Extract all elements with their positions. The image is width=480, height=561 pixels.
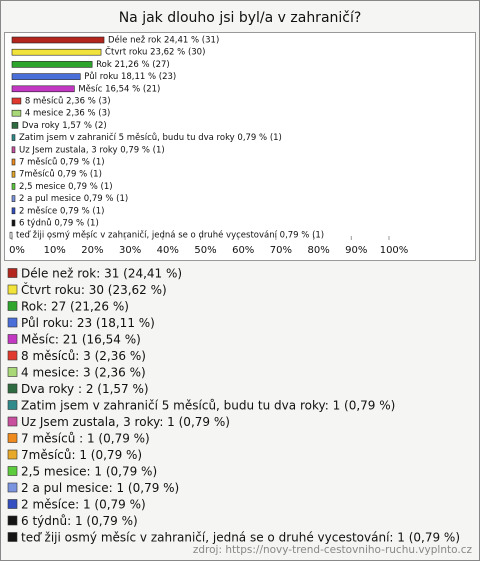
bar-label: 7 měsíců 0,79 % (1) [19,157,105,168]
bar-label: Dva roky 1,57 % (2) [22,121,107,131]
legend-swatch [7,334,18,344]
legend-swatch [7,383,18,394]
bar [11,97,22,105]
bar [11,134,16,141]
legend-swatch [7,400,18,410]
x-tick-label: 10% [44,245,66,256]
x-tick-label: 20% [81,245,103,256]
bar-label: 2 a pul mesice 0,79 % (1) [19,194,128,204]
x-tick-label: 70% [270,245,292,256]
bar [11,73,81,80]
bar-label: Rok 21,26 % (27) [96,60,170,70]
legend-swatch [7,350,18,361]
legend-label: Dva roky : 2 (1,57 %) [21,382,149,396]
bar [11,36,105,44]
bar-stub [9,231,13,239]
bar-label: 6 týdnů 0,79 % (1) [19,218,99,229]
bar-label: 2,5 mesice 0,79 % (1) [19,182,113,192]
bar-label: 2 měsíce 0,79 % (1) [19,206,104,216]
legend-swatch [7,284,18,295]
x-tick-label: 60% [232,245,254,256]
legend-label: 7 měsíců : 1 (0,79 %) [21,432,150,446]
legend-swatch [7,482,18,493]
legend-label: Půl roku: 23 (18,11 %) [21,316,155,330]
bar-label: Půl roku 18,11 % (23) [84,71,176,82]
x-tick-label: 90% [345,245,367,256]
bar-label: Uz Jsem zustala, 3 roky 0,79 % (1) [19,145,165,155]
x-tick-label: 30% [119,245,141,256]
bar [11,146,16,154]
legend-swatch [7,466,18,476]
legend-swatch [7,367,18,377]
legend-swatch [7,532,18,542]
chart-title: Na jak dlouho jsi byl/a v zahraničí? [119,10,362,26]
bar-label: Déle než rok 24,41 % (31) [108,35,219,46]
legend-swatch [7,515,18,526]
legend-label: teď žiji osmý měsíc v zahraničí, jedná s… [21,531,460,545]
legend-swatch [7,416,18,427]
x-tick-label: 40% [157,245,179,256]
legend-swatch [7,449,18,460]
legend-label: 2 a pul mesice: 1 (0,79 %) [21,481,179,495]
source: zdroj: https://novy-trend-cestovniho-ruc… [193,544,473,556]
bar-label: 8 měsíců 2,36 % (3) [25,96,111,107]
bar [11,158,16,166]
legend-label: Čtvrt roku: 30 (23,62 %) [21,282,167,297]
bar [11,85,75,93]
bar-label: 7měsíců 0,79 % (1) [19,169,102,180]
legend-swatch [7,499,18,509]
bar [11,219,16,227]
x-tick-label: 80% [307,245,329,256]
bar [11,61,93,68]
legend-swatch [7,317,18,328]
bar-label: teď žiji osmý měsíc v zahraničí, jedná s… [16,230,324,241]
legend-label: 7měsíců: 1 (0,79 %) [21,448,142,462]
legend-label: 2,5 mesice: 1 (0,79 %) [21,465,157,479]
bar [11,195,16,202]
legend-label: 6 týdnů: 1 (0,79 %) [21,514,138,528]
bar-label: Čtvrt roku 23,62 % (30) [105,46,205,58]
bar-label: Měsíc 16,54 % (21) [78,84,160,94]
bar [11,122,19,129]
legend-swatch [7,433,18,443]
x-tick-label: 0% [9,245,25,256]
legend-label: Déle než rok: 31 (24,41 %) [21,267,182,281]
bar [11,170,16,178]
legend-label: Uz Jsem zustala, 3 roky: 1 (0,79 %) [21,415,230,429]
bar [11,183,16,190]
legend-swatch [7,268,18,278]
legend-label: 8 měsíců: 3 (2,36 %) [21,349,146,363]
x-tick-label: 100% [380,245,409,256]
legend-swatch [7,301,18,311]
legend-label: Zatim jsem v zahraničí 5 měsíců, budu tu… [21,399,395,413]
bar-label: 4 mesice 2,36 % (3) [25,109,110,119]
bar [11,207,16,215]
legend-label: 4 mesice: 3 (2,36 %) [21,366,146,380]
plot-frame [4,32,476,261]
bar [11,109,22,117]
legend-label: Měsíc: 21 (16,54 %) [21,333,141,347]
legend-label: 2 měsíce: 1 (0,79 %) [21,498,146,512]
x-tick-label: 50% [194,245,216,256]
bar [11,48,102,56]
legend-label: Rok: 27 (21,26 %) [21,300,129,314]
bar-label: Zatim jsem v zahraničí 5 měsíců, budu tu… [19,132,282,143]
